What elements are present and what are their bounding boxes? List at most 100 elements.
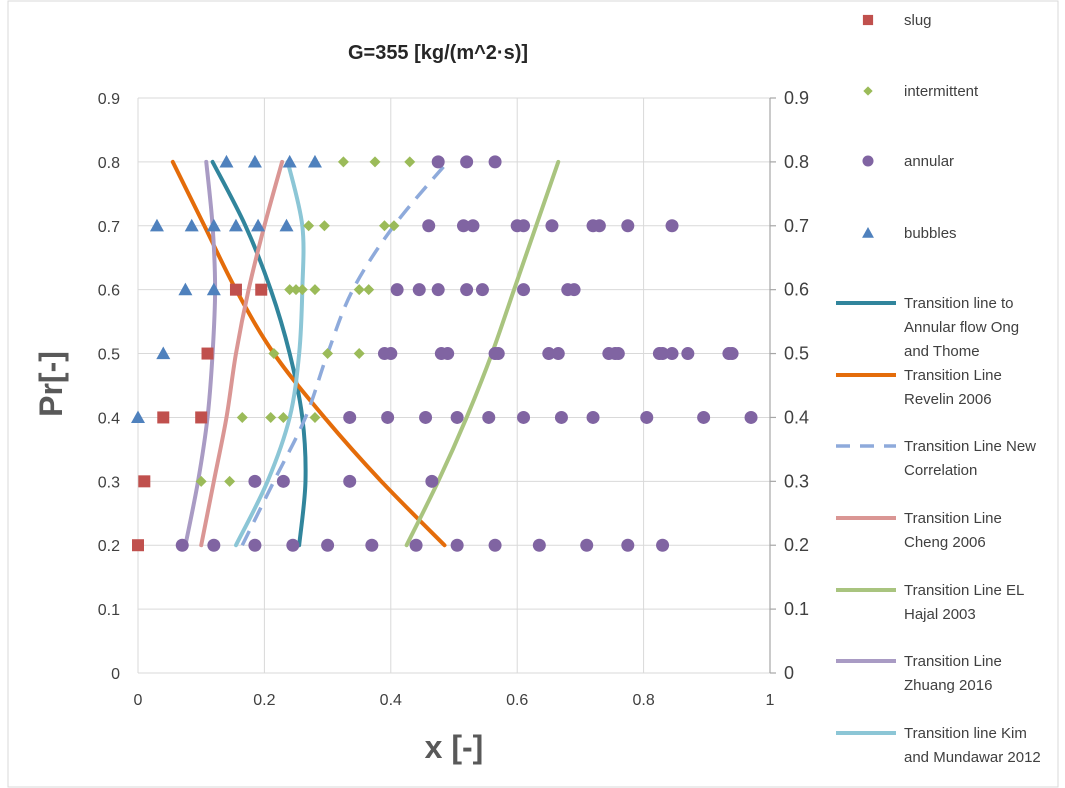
point-bubbles [247, 154, 262, 168]
point-annular [586, 410, 600, 424]
point-intermittent [277, 411, 289, 423]
secondary-y-tick-label: 0.4 [784, 407, 809, 427]
legend-entry-transition-line-el-hajal-2003: Transition Line EL Hajal 2003 [836, 582, 1024, 623]
series-annular [175, 155, 758, 552]
point-slug [132, 539, 144, 552]
point-bubbles [206, 282, 221, 296]
series-line-transition-line-kim-and-mundawar-2012 [233, 159, 306, 548]
point-bubbles [282, 154, 297, 168]
point-intermittent [322, 348, 334, 360]
point-annular [656, 538, 670, 552]
legend-label: Transition Line EL Hajal 2003 [904, 582, 1024, 623]
chart-frame [7, 0, 1059, 788]
point-intermittent [236, 411, 248, 423]
point-intermittent [284, 284, 296, 296]
y-tick-label: 0.2 [98, 538, 120, 555]
point-annular [517, 219, 531, 233]
legend-swatch-bubbles [862, 227, 874, 238]
y-tick-label: 0.6 [98, 283, 120, 300]
point-annular [286, 538, 300, 552]
point-annular [460, 283, 474, 297]
point-annular [384, 347, 398, 361]
point-bubbles [156, 346, 171, 360]
series-line-transition-line-revelin-2006 [170, 159, 447, 548]
secondary-y-tick-label: 0.1 [784, 599, 809, 619]
point-annular [412, 283, 426, 297]
point-annular [665, 347, 679, 361]
legend-label: Transition Line Revelin 2006 [904, 367, 1002, 408]
point-annular [542, 347, 556, 361]
legend-swatch-annular [862, 155, 874, 167]
legend-label: intermittent [904, 83, 979, 100]
legend-label: Transition line to Annular flow Ong and Th… [904, 295, 1019, 360]
point-annular [248, 474, 262, 488]
y-tick-label: 0.7 [98, 219, 120, 236]
point-annular [621, 538, 635, 552]
point-slug [157, 411, 170, 424]
point-bubbles [149, 218, 164, 232]
point-intermittent [224, 475, 236, 487]
series-intermittent [195, 156, 416, 487]
point-annular [425, 474, 439, 488]
x-tick-label: 0.2 [253, 692, 275, 709]
point-intermittent [303, 220, 315, 232]
point-annular [390, 283, 404, 297]
legend-label: Transition Line New Correlation [904, 438, 1036, 479]
legend-entry-annular: annular [862, 153, 954, 170]
point-annular [491, 347, 505, 361]
point-annular [567, 283, 581, 297]
point-intermittent [363, 284, 375, 296]
point-intermittent [404, 156, 416, 168]
point-bubbles [131, 410, 145, 424]
legend-entry-transition-line-revelin-2006: Transition Line Revelin 2006 [836, 367, 1002, 408]
series-bubbles [131, 154, 322, 424]
point-bubbles [206, 218, 221, 232]
x-tick-label: 0.4 [380, 692, 402, 709]
series-line-transition-line-to-annular-flow-ong-and-thome [210, 159, 308, 548]
point-intermittent [309, 411, 321, 423]
point-annular [431, 155, 445, 169]
point-annular [580, 538, 594, 552]
x-tick-label: 0.6 [506, 692, 528, 709]
secondary-y-tick-label: 0.7 [784, 216, 809, 236]
point-annular [744, 410, 758, 424]
point-annular [611, 347, 625, 361]
point-annular [554, 410, 568, 424]
legend-entry-transition-line-new-correlation: Transition Line New Correlation [836, 438, 1036, 479]
legend-label: Transition Line Zhuang 2016 [904, 653, 1002, 694]
point-annular [475, 283, 489, 297]
point-annular [482, 410, 496, 424]
point-annular [450, 538, 464, 552]
legend-swatch-slug [862, 14, 874, 26]
point-intermittent [369, 156, 381, 168]
point-annular [517, 283, 531, 297]
y-tick-label: 0.8 [98, 155, 120, 172]
y-tick-label: 0.3 [98, 474, 120, 491]
point-intermittent [353, 284, 365, 296]
point-annular [488, 538, 502, 552]
point-intermittent [353, 348, 365, 360]
y-tick-label: 0.5 [98, 347, 120, 364]
y-axis-label: Pr[-] [33, 351, 69, 417]
point-annular [365, 538, 379, 552]
point-bubbles [178, 282, 193, 296]
point-slug [138, 475, 151, 488]
legend-label: Transition Line Cheng 2006 [904, 510, 1002, 551]
legend-entry-bubbles: bubbles [862, 225, 957, 242]
legend-entry-intermittent: intermittent [863, 83, 979, 100]
point-annular [381, 410, 395, 424]
x-tick-label: 1 [766, 692, 775, 709]
point-slug [201, 347, 214, 360]
point-bubbles [184, 218, 199, 232]
point-bubbles [251, 218, 266, 232]
point-annular [532, 538, 546, 552]
y-tick-label: 0.1 [98, 602, 120, 619]
point-annular [551, 347, 565, 361]
point-slug [229, 283, 242, 296]
point-intermittent [268, 348, 280, 360]
point-bubbles [307, 154, 322, 168]
point-annular [725, 347, 739, 361]
y-tick-label: 0.4 [98, 410, 120, 427]
point-annular [681, 347, 695, 361]
secondary-y-tick-label: 0.8 [784, 152, 809, 172]
